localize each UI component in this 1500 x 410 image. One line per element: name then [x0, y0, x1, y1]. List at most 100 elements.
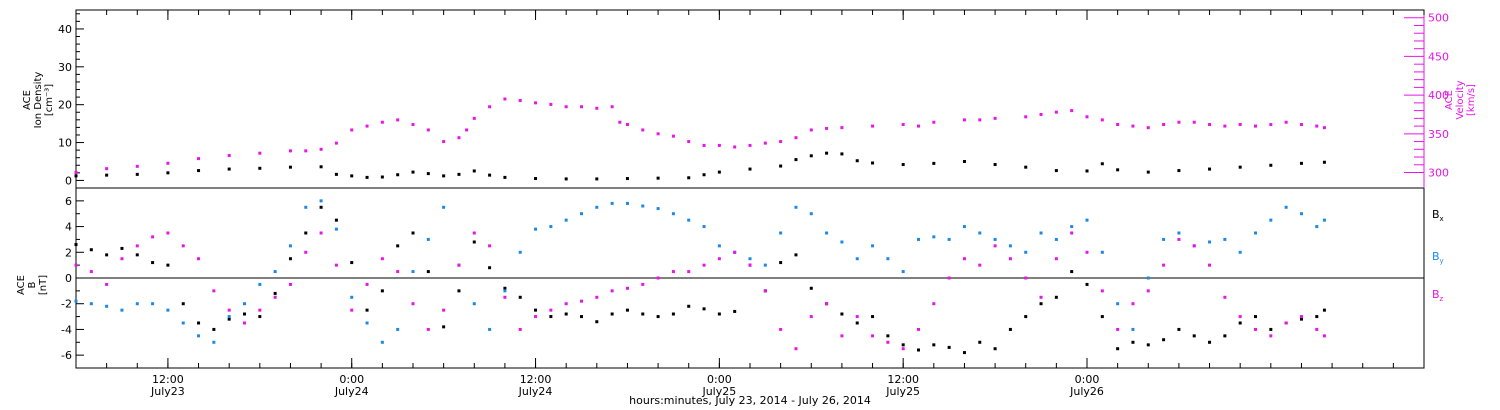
field-point-Bz — [978, 263, 982, 267]
velocity-point — [380, 120, 384, 124]
field-point-Bx — [1054, 295, 1058, 299]
field-point-Bx — [656, 315, 660, 319]
velocity-point — [962, 118, 966, 122]
field-point-Bx — [1254, 315, 1257, 319]
field-point-Bz — [166, 231, 170, 235]
field-point-Bz — [687, 270, 691, 274]
velocity-point — [350, 128, 354, 132]
field-point-Bz — [1284, 321, 1288, 325]
field-point-By — [1146, 276, 1150, 280]
velocity-point — [472, 116, 476, 120]
field-point-By — [687, 218, 691, 222]
density-point — [779, 164, 783, 168]
velocity-point — [763, 141, 767, 145]
field-point-Bz — [595, 295, 599, 299]
field-point-Bx — [1116, 347, 1120, 351]
velocity-point — [488, 105, 492, 109]
field-point-By — [1100, 250, 1104, 254]
field-point-Bz — [1208, 263, 1212, 267]
velocity-point — [442, 140, 446, 144]
field-point-Bz — [472, 231, 476, 235]
density-point — [840, 152, 844, 156]
velocity-point — [105, 167, 109, 171]
field-point-Bx — [855, 321, 859, 325]
field-point-Bz — [411, 302, 415, 306]
field-point-Bx — [212, 327, 216, 331]
field-point-Bz — [74, 263, 78, 267]
field-point-Bz — [840, 334, 844, 338]
field-point-Bx — [288, 257, 292, 261]
field-point-Bz — [1269, 334, 1273, 338]
x-tick-date-label: July26 — [1069, 385, 1104, 398]
field-point-Bx — [105, 253, 109, 257]
velocity-point — [1208, 123, 1212, 127]
field-point-Bx — [426, 270, 430, 274]
field-point-Bz — [534, 315, 538, 319]
density-point — [748, 167, 752, 171]
field-point-Bz — [1192, 244, 1196, 248]
top-left-axis-label: ACE Ion Density [cm⁻³] — [22, 72, 55, 129]
field-point-Bz — [1146, 289, 1150, 293]
velocity-point — [1024, 115, 1028, 119]
velocity-point — [1269, 123, 1273, 127]
field-point-By — [1008, 244, 1012, 248]
field-point-Bz — [365, 282, 369, 286]
field-point-Bx — [1315, 315, 1319, 319]
velocity-point — [717, 143, 721, 147]
field-point-By — [1238, 250, 1242, 254]
density-point — [1100, 162, 1104, 166]
density-point — [1085, 169, 1089, 173]
field-point-Bz — [809, 315, 813, 319]
field-point-By — [962, 225, 966, 229]
field-point-Bx — [243, 312, 246, 316]
field-point-Bz — [794, 347, 798, 351]
field-point-By — [901, 270, 905, 274]
velocity-point — [641, 128, 645, 132]
field-point-By — [181, 321, 185, 325]
field-point-Bz — [1315, 327, 1319, 331]
velocity-point — [1054, 110, 1058, 114]
field-point-Bx — [258, 315, 262, 319]
field-point-Bz — [1162, 263, 1166, 267]
velocity-point — [618, 120, 622, 124]
field-point-Bz — [503, 295, 507, 299]
x-tick-time-label: 0:00 — [1075, 373, 1100, 386]
field-point-Bz — [947, 276, 951, 280]
density-point — [258, 166, 262, 170]
field-point-By — [227, 315, 231, 319]
field-point-By — [334, 227, 338, 231]
velocity-point — [702, 143, 706, 147]
velocity-point — [809, 128, 813, 132]
velocity-point — [1223, 124, 1227, 128]
density-point — [1177, 169, 1181, 173]
density-point — [656, 176, 660, 180]
field-point-Bz — [319, 231, 323, 235]
velocity-point — [871, 124, 875, 128]
velocity-point — [1284, 120, 1288, 124]
field-point-Bx — [1299, 317, 1303, 321]
density-point — [1238, 165, 1242, 169]
velocity-point — [227, 153, 231, 157]
field-point-By — [472, 302, 476, 306]
plot-layer: 010203040300350400450500-6-4-2024612:00J… — [58, 9, 1449, 398]
velocity-point — [1238, 123, 1242, 127]
field-point-Bz — [334, 263, 338, 267]
density-point — [595, 177, 599, 181]
velocity-point — [457, 136, 461, 140]
field-point-Bx — [181, 302, 185, 306]
bottom-tick-label: 6 — [65, 195, 72, 208]
density-point — [564, 177, 568, 181]
bottom-left-axis-label: ACE B [nT] — [16, 275, 49, 295]
velocity-point — [534, 101, 538, 105]
field-point-By — [993, 237, 997, 241]
field-point-By — [702, 225, 706, 229]
field-point-Bx — [947, 345, 951, 349]
legend: Bx By Bz — [1432, 208, 1444, 303]
top-right-tick-label: 500 — [1428, 12, 1449, 25]
field-point-Bz — [917, 327, 920, 331]
field-point-Bx — [1208, 340, 1212, 344]
field-point-Bz — [1223, 295, 1227, 299]
field-point-By — [809, 212, 813, 216]
bottom-tick-label: -4 — [61, 323, 72, 336]
x-tick-time-label: 12:00 — [887, 373, 919, 386]
